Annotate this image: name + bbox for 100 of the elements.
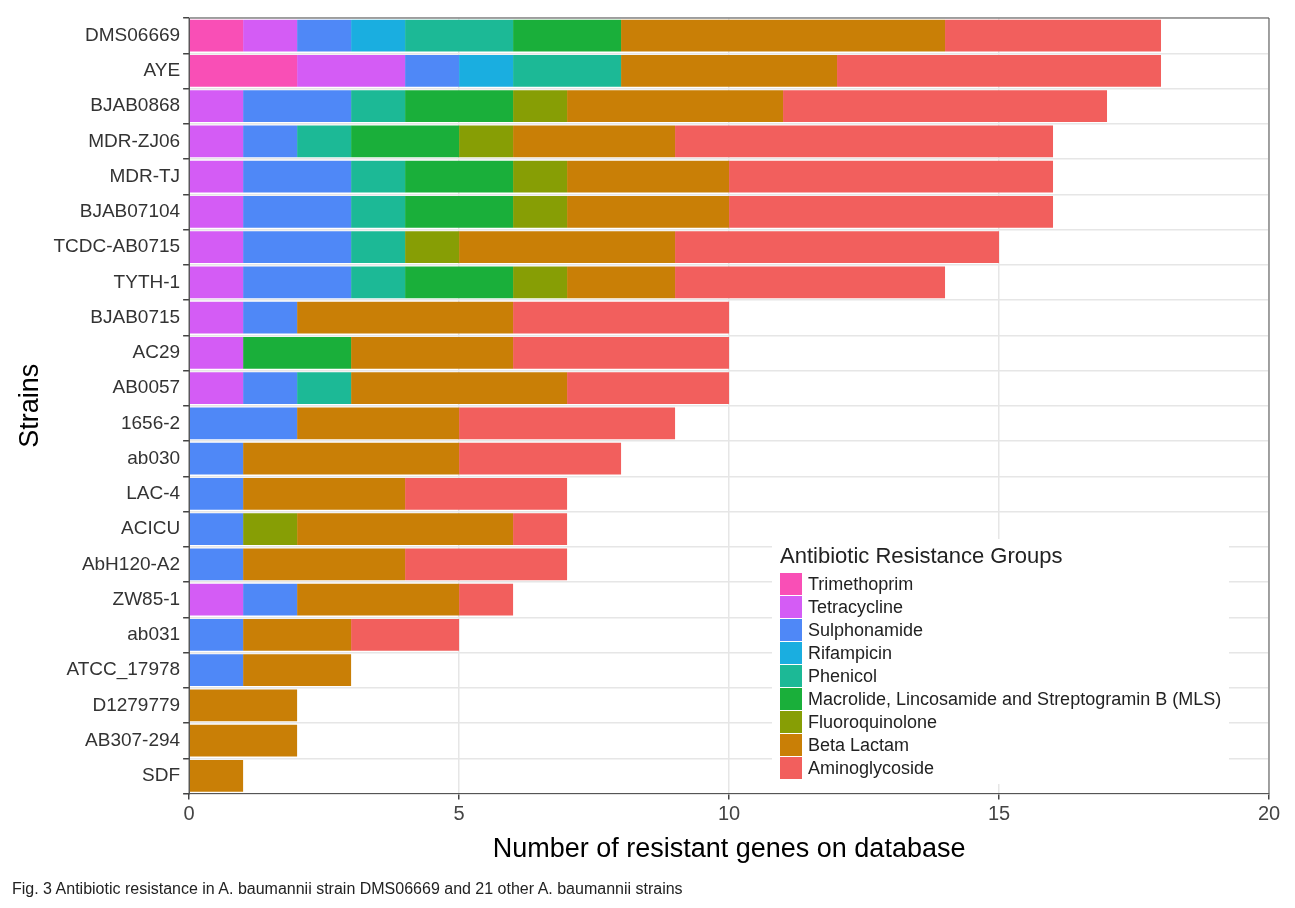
bar [243,160,352,193]
y-tick-label: AB307-294 [85,728,181,750]
bar [405,478,568,510]
bar [513,196,568,228]
bar [567,372,730,405]
bar [729,196,1054,228]
y-axis-title: Strains [13,363,44,448]
legend-label: Rifampicin [808,642,893,664]
bar [189,266,244,299]
legend-label: Sulphonamide [808,619,924,641]
bar [459,125,514,158]
bar [243,513,298,546]
bar [189,337,244,369]
bar [189,90,244,122]
bar [243,372,298,405]
y-tick-label: BJAB0715 [90,305,181,327]
bar [189,407,298,440]
legend-label: Fluoroquinolone [808,711,938,733]
bar [297,301,514,334]
y-tick-label: TYTH-1 [113,270,181,292]
legend-label: Beta Lactam [808,734,910,756]
bar [243,19,298,52]
bar [405,548,568,581]
legend-label: Phenicol [808,665,878,687]
bar [243,90,352,122]
bar [243,583,298,616]
x-tick-label: 10 [717,802,741,825]
legend-label: Aminoglycoside [808,757,935,779]
bar [189,689,298,722]
bar [297,125,352,158]
bar [243,196,352,228]
bar [351,619,460,651]
x-tick-label: 0 [183,802,195,825]
bar [189,478,244,510]
bar [729,160,1054,193]
bar [945,19,1162,52]
bar [567,90,784,122]
bar [783,90,1108,122]
bar [351,90,406,122]
bar [459,407,676,440]
x-tick-label: 15 [987,802,1011,825]
bar [675,125,1054,158]
bar [243,337,352,369]
y-tick-label: AbH120-A2 [81,552,181,574]
bar [837,55,1162,87]
y-tick-label: TCDC-AB0715 [53,235,181,257]
bar [621,19,946,52]
bar [297,583,460,616]
y-tick-label: ab030 [127,446,181,468]
legend-title: Antibiotic Resistance Groups [780,542,1064,569]
bar [297,513,514,546]
y-tick-label: AYE [143,59,181,81]
y-tick-label: LAC-4 [126,482,181,504]
bar [351,125,460,158]
bar [459,55,514,87]
bar [405,160,514,193]
y-tick-label: BJAB07104 [79,200,181,222]
bar [351,196,406,228]
bar [189,619,244,651]
bar [189,760,244,792]
bar [189,372,244,405]
bar [513,55,622,87]
bar [189,55,298,87]
bar [189,19,244,52]
bar [189,513,244,546]
bar [405,266,514,299]
bar [567,266,676,299]
bar [405,231,460,264]
y-tick-label: ZW85-1 [112,587,181,609]
bar [243,619,352,651]
bar [189,125,244,158]
bar [297,55,406,87]
bar [513,337,730,369]
bar [189,548,244,581]
bar [567,160,730,193]
bar [405,19,514,52]
bar [351,266,406,299]
bar [675,266,946,299]
bar [513,90,568,122]
y-tick-label: MDR-ZJ06 [88,129,181,151]
x-axis-title: Number of resistant genes on database [492,833,966,864]
bar [405,55,460,87]
bar [189,442,244,475]
x-tick-label: 5 [453,802,465,825]
bar [189,724,298,757]
bar [351,337,514,369]
legend-label: Trimethoprim [808,573,914,595]
bar [567,196,730,228]
bar [189,654,244,687]
x-tick-label: 20 [1257,802,1281,825]
y-tick-label: ACICU [120,517,181,539]
y-tick-label: SDF [142,764,181,786]
bar [243,654,352,687]
bar [243,125,298,158]
caption: Fig. 3 Antibiotic resistance in A. baumannii strain DMS06669 and 21 other A. baumannii strains [12,880,683,898]
y-tick-label: AC29 [132,341,181,363]
bar [351,19,406,52]
bar [189,301,244,334]
bar [513,513,568,546]
y-tick-label: ATCC_17978 [66,658,181,681]
